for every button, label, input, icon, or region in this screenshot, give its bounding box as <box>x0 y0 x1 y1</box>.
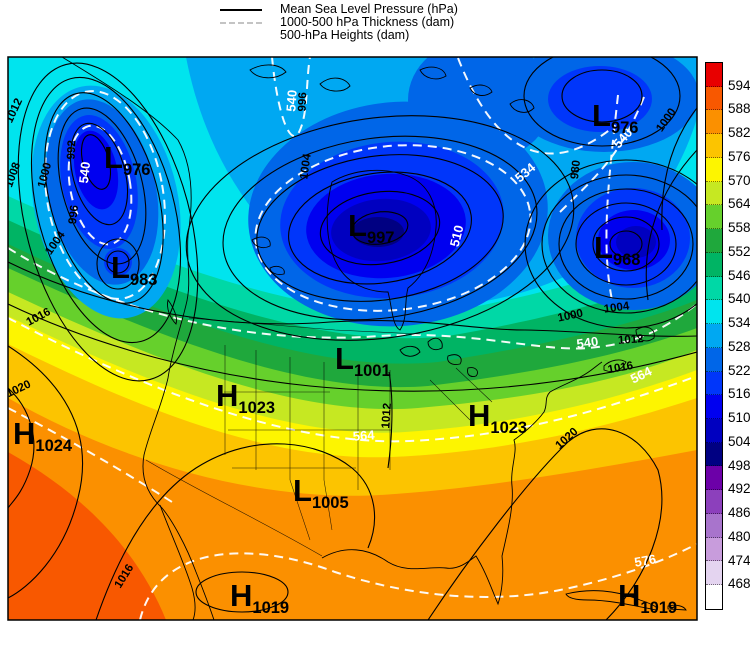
colorbar-tick: 594 <box>728 77 750 93</box>
legend-label-thickness: 1000-500 hPa Thickness (dam) <box>280 15 455 29</box>
pressure-center-l-983: L983 <box>111 250 157 289</box>
isobar-label: 992 <box>66 140 79 160</box>
thickness-label: 540 <box>576 334 600 352</box>
isobars <box>8 57 697 620</box>
colorbar-tick: 564 <box>728 196 750 212</box>
colorbar-band <box>706 134 722 158</box>
pressure-center-l-997: L997 <box>348 208 394 247</box>
dashed-line-icon <box>220 21 262 24</box>
colorbar-band <box>706 276 722 301</box>
colorbar-tick: 528 <box>728 338 750 354</box>
isobar-label: 980 <box>569 160 583 180</box>
pressure-center-h-1023: H1023 <box>468 398 527 437</box>
colorbar-band <box>706 300 722 325</box>
colorbar-band <box>706 537 722 562</box>
colorbar-band <box>706 63 722 87</box>
thickness-label: 564 <box>352 427 375 444</box>
map-border <box>7 56 698 621</box>
colorbar-tick: 504 <box>728 433 750 449</box>
thickness-label: 540 <box>283 89 299 112</box>
thickness-colorbar <box>705 62 723 610</box>
pressure-center-h-1019: H1019 <box>230 578 289 617</box>
colorbar-band <box>706 371 722 396</box>
isobar-label: 1012 <box>618 333 644 347</box>
colorbar-tick: 522 <box>728 362 750 378</box>
colorbar-tick: 546 <box>728 267 750 283</box>
solid-line-icon <box>220 8 262 11</box>
colorbar-band <box>706 419 722 443</box>
isobar-label: 1000 <box>557 308 585 325</box>
thickness-label: 540 <box>76 161 93 184</box>
legend-label-heights: 500-hPa Heights (dam) <box>280 28 410 42</box>
colorbar-tick: 582 <box>728 125 750 141</box>
colorbar-tick: 534 <box>728 315 750 331</box>
isobar-label: 1004 <box>298 152 314 180</box>
colorbar-tick: 576 <box>728 148 750 164</box>
legend-label-mslp: Mean Sea Level Pressure (hPa) <box>280 2 458 16</box>
isobar-label: 1004 <box>603 300 631 316</box>
colorbar-band <box>706 347 722 372</box>
colorbar-tick: 570 <box>728 172 750 188</box>
pressure-center-l-1001: L1001 <box>335 341 391 380</box>
colorbar-tick-labels: 594 588 582 576 570 564 558 552 546 540 534 528 522 5… <box>728 62 750 610</box>
colorbar-tick: 486 <box>728 505 750 521</box>
colorbar-band <box>706 442 722 467</box>
colorbar-band <box>706 252 722 277</box>
colorbar-tick: 558 <box>728 220 750 236</box>
pressure-center-l-976: L976 <box>592 98 638 137</box>
isobar-label: 1016 <box>607 360 634 376</box>
colorbar-tick: 468 <box>728 576 750 592</box>
colorbar-tick: 510 <box>728 410 750 426</box>
colorbar-tick: 552 <box>728 243 750 259</box>
map-legend: Mean Sea Level Pressure (hPa) 1000-500 h… <box>220 3 458 42</box>
colorbar-band <box>706 466 722 491</box>
colorbar-tick: 588 <box>728 101 750 117</box>
colorbar-tick: 492 <box>728 481 750 497</box>
isobar-label: 996 <box>297 92 310 112</box>
pressure-center-l-968: L968 <box>594 230 640 269</box>
colorbar-band <box>706 229 722 253</box>
colorbar-tick: 498 <box>728 457 750 473</box>
thickness-contours <box>8 57 697 620</box>
colorbar-band <box>706 585 722 609</box>
legend-row-heights: 500-hPa Heights (dam) <box>220 29 458 42</box>
legend-row-thickness: 1000-500 hPa Thickness (dam) <box>220 16 458 29</box>
colorbar-band <box>706 561 722 586</box>
colorbar-band <box>706 86 722 111</box>
map-caption: Analysis Valid on Fri Nov 7 00:00:00 202… <box>221 626 475 658</box>
colorbar-band <box>706 157 722 182</box>
thickness-label: 576 <box>633 551 657 570</box>
colorbar-tick: 480 <box>728 528 750 544</box>
colorbar-band <box>706 205 722 230</box>
pressure-center-h-1019: H1019 <box>618 578 677 617</box>
colorbar-tick: 516 <box>728 386 750 402</box>
colorbar-band <box>706 110 722 135</box>
pressure-center-l-976: L976 <box>104 140 150 179</box>
pressure-center-h-1024: H1024 <box>13 416 73 455</box>
pressure-center-l-1005: L1005 <box>293 473 349 512</box>
colorbar-band <box>706 181 722 206</box>
colorbar-tick: 540 <box>728 291 750 307</box>
colorbar-band <box>706 395 722 420</box>
colorbar-band <box>706 490 722 514</box>
colorbar-tick: 474 <box>728 552 750 568</box>
pressure-center-h-1023: H1023 <box>216 378 275 417</box>
coastlines <box>61 57 687 620</box>
valid-time-text: Analysis Valid on Fri Nov 7 00:00:00 202… <box>221 656 475 658</box>
legend-row-mslp: Mean Sea Level Pressure (hPa) <box>220 3 458 16</box>
thickness-label: 510 <box>447 224 467 249</box>
colorbar-band <box>706 324 722 348</box>
isobar-label: 1012 <box>380 403 394 429</box>
colorbar-band <box>706 513 722 538</box>
isobar-label: 996 <box>67 204 81 225</box>
